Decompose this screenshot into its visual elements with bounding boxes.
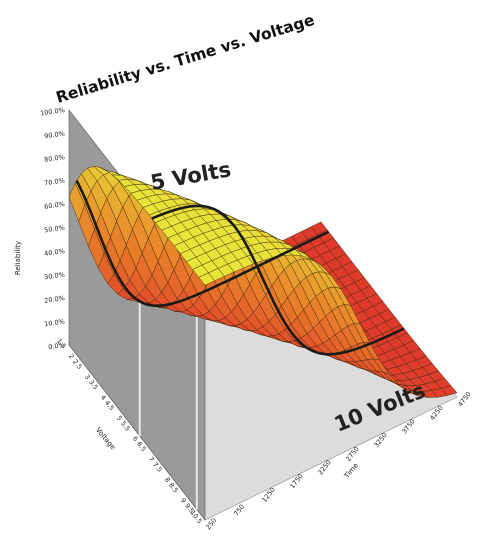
y-tick-label: 6	[131, 435, 140, 443]
y-tick-label: 7	[147, 455, 156, 463]
y-axis-label: Voltage	[94, 426, 117, 451]
z-tick-label: 60.0%	[44, 200, 66, 211]
z-tick-label: 90.0%	[44, 130, 66, 141]
z-tick-label: 50.0%	[44, 224, 66, 235]
y-tick-label: 8	[163, 476, 172, 484]
voltage-curve	[75, 179, 330, 308]
z-tick-label: 70.0%	[44, 177, 66, 188]
z-tick-label: 0.0%	[48, 341, 65, 351]
z-axis-label: Reliability	[14, 241, 22, 275]
x-tick-label: 4750	[456, 390, 472, 408]
y-tick-label: 3	[83, 373, 92, 381]
z-tick-label: 10.0%	[44, 318, 66, 329]
y-axis-ticks: 1.522.533.544.555.566.577.588.599.510.5	[55, 337, 204, 525]
z-tick-label: 30.0%	[44, 271, 66, 282]
z-axis-ticks: 0.0% 10.0% 20.0% 30.0% 40.0% 50.0% 60.0% 70.0% 8…	[40, 106, 66, 351]
y-tick-label: 2	[67, 352, 76, 360]
chart-title: Reliability vs. Time vs. Voltage	[54, 11, 317, 107]
z-tick-label: 100.0%	[40, 106, 66, 117]
z-tick-label: 80.0%	[44, 153, 66, 164]
voltage-curve-label: 5 Volts	[149, 157, 233, 195]
voltage-curve	[151, 204, 405, 356]
y-tick-label: 4	[99, 394, 108, 402]
z-tick-label: 20.0%	[44, 294, 66, 305]
x-axis-label: Time	[342, 462, 360, 481]
y-tick-label: 9	[179, 496, 188, 504]
z-tick-label: 40.0%	[44, 247, 66, 258]
surface-cell	[440, 385, 458, 396]
y-tick-label: 5	[115, 414, 124, 422]
